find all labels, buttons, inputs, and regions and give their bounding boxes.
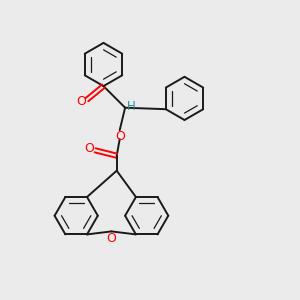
Text: O: O: [84, 142, 94, 155]
Text: H: H: [127, 100, 136, 113]
Text: O: O: [115, 130, 124, 143]
Text: O: O: [106, 232, 116, 245]
Text: O: O: [77, 94, 86, 108]
